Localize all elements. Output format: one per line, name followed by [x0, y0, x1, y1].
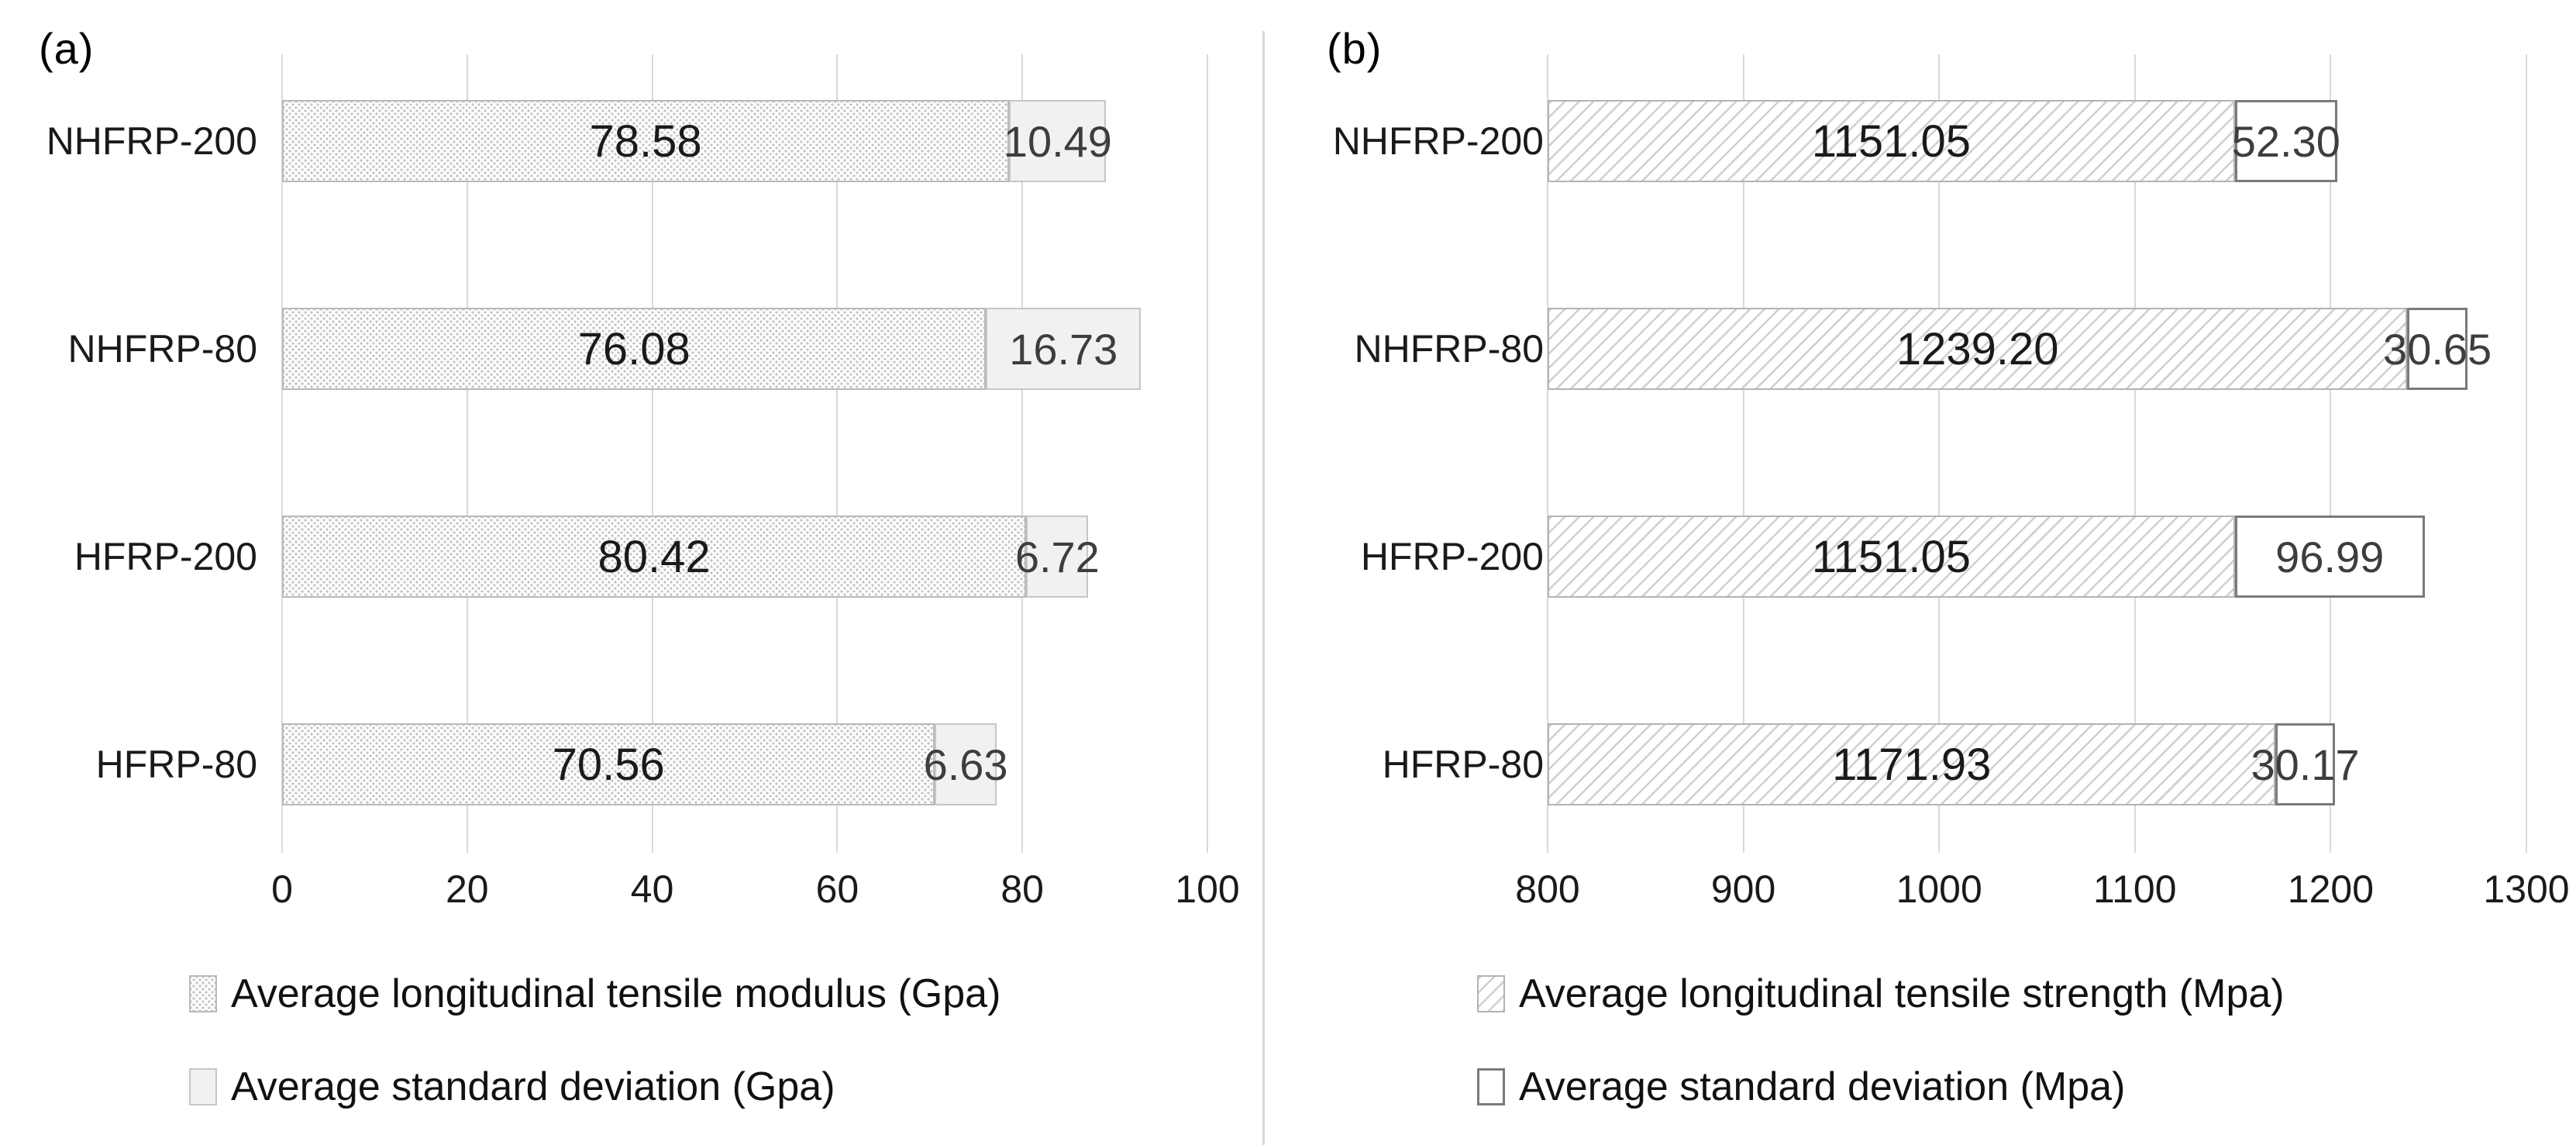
- x-tick-label: 20: [445, 867, 489, 911]
- legend-swatch: [1477, 975, 1505, 1012]
- bar-value-label: 80.42: [598, 531, 711, 582]
- bar-main-segment: 1239.20: [1548, 308, 2408, 390]
- gridline: [2330, 54, 2332, 853]
- legend-swatch: [189, 1068, 217, 1105]
- bar-std-segment: 30.65: [2383, 308, 2492, 390]
- legend-label: Average longitudinal tensile modulus (Gp…: [231, 971, 1001, 1016]
- bar-std-segment: 6.72: [1015, 516, 1100, 598]
- category-label: HFRP-200: [1360, 535, 1544, 578]
- x-tick-label: 0: [271, 867, 293, 911]
- gridline: [1938, 54, 1941, 853]
- bar-value-label: 78.58: [589, 116, 702, 167]
- std-value-label: 6.63: [923, 740, 1008, 789]
- x-tick-label: 100: [1175, 867, 1240, 911]
- gridline: [2133, 54, 2136, 853]
- legend-item: Average standard deviation (Gpa): [189, 1064, 835, 1110]
- std-value-label: 10.49: [1003, 116, 1112, 166]
- category-label: NHFRP-200: [1332, 119, 1544, 163]
- legend-item: Average standard deviation (Mpa): [1477, 1064, 2125, 1110]
- category-label: NHFRP-80: [1354, 327, 1544, 371]
- gridline: [1207, 54, 1208, 853]
- gridline: [2526, 54, 2527, 853]
- bar-main-segment: 80.42: [282, 516, 1027, 598]
- x-tick-label: 800: [1515, 867, 1580, 911]
- category-label: HFRP-80: [95, 743, 257, 786]
- gridline: [651, 54, 653, 853]
- std-value-label: 30.65: [2383, 324, 2492, 374]
- bar-main-segment: 76.08: [282, 308, 987, 390]
- x-tick-label: 1000: [1896, 867, 1982, 911]
- category-label: NHFRP-80: [67, 327, 257, 371]
- bar-std-segment: 30.17: [2251, 723, 2360, 805]
- x-tick-label: 40: [630, 867, 674, 911]
- legend-label: Average longitudinal tensile strength (M…: [1519, 971, 2285, 1016]
- legend-item: Average longitudinal tensile strength (M…: [1477, 971, 2285, 1017]
- bar-main-segment: 70.56: [282, 723, 935, 805]
- category-label: HFRP-80: [1382, 743, 1544, 786]
- std-value-label: 16.73: [1009, 324, 1118, 374]
- legend-swatch: [189, 975, 217, 1012]
- x-tick-label: 1100: [2093, 867, 2177, 911]
- bar-value-label: 1171.93: [1832, 739, 1992, 790]
- std-value-label: 6.72: [1014, 532, 1100, 581]
- legend-label: Average standard deviation (Mpa): [1519, 1064, 2126, 1109]
- bar-main-segment: 1151.05: [1548, 516, 2235, 598]
- bar-main-segment: 1171.93: [1548, 723, 2276, 805]
- bar-std-segment: 16.73: [986, 308, 1142, 390]
- gridline: [1547, 54, 1548, 853]
- bar-std-segment: 10.49: [1004, 100, 1112, 182]
- category-label: HFRP-200: [74, 535, 257, 578]
- gridline: [1021, 54, 1024, 853]
- bar-main-segment: 78.58: [282, 100, 1010, 182]
- legend-swatch: [1477, 1068, 1505, 1105]
- x-tick-label: 80: [1000, 867, 1044, 911]
- std-value-label: 30.17: [2251, 740, 2360, 789]
- x-tick-label: 900: [1710, 867, 1776, 911]
- bar-std-segment: 52.30: [2231, 100, 2340, 182]
- std-value-label: 96.99: [2275, 532, 2385, 581]
- bar-value-label: 1239.20: [1896, 323, 2059, 374]
- bar-value-label: 1151.05: [1811, 116, 1972, 167]
- panel-divider: [1262, 31, 1265, 1145]
- category-label: NHFRP-200: [46, 119, 257, 163]
- bar-std-segment: 6.63: [924, 723, 1008, 805]
- panel-letter: (a): [39, 24, 95, 73]
- legend-label: Average standard deviation (Gpa): [231, 1064, 835, 1109]
- bar-value-label: 76.08: [577, 323, 690, 374]
- std-value-label: 52.30: [2231, 116, 2340, 166]
- gridline: [836, 54, 839, 853]
- bar-std-segment: 96.99: [2234, 516, 2425, 598]
- panel-letter: (b): [1327, 24, 1383, 73]
- x-tick-label: 1200: [2287, 867, 2375, 911]
- bar-main-segment: 1151.05: [1548, 100, 2235, 182]
- x-tick-label: 1300: [2483, 867, 2570, 911]
- bar-value-label: 70.56: [552, 739, 665, 790]
- gridline: [281, 54, 283, 853]
- legend-item: Average longitudinal tensile modulus (Gp…: [189, 971, 1000, 1017]
- bar-value-label: 1151.05: [1811, 531, 1972, 582]
- gridline: [1742, 54, 1744, 853]
- x-tick-label: 60: [815, 867, 859, 911]
- gridline: [466, 54, 468, 853]
